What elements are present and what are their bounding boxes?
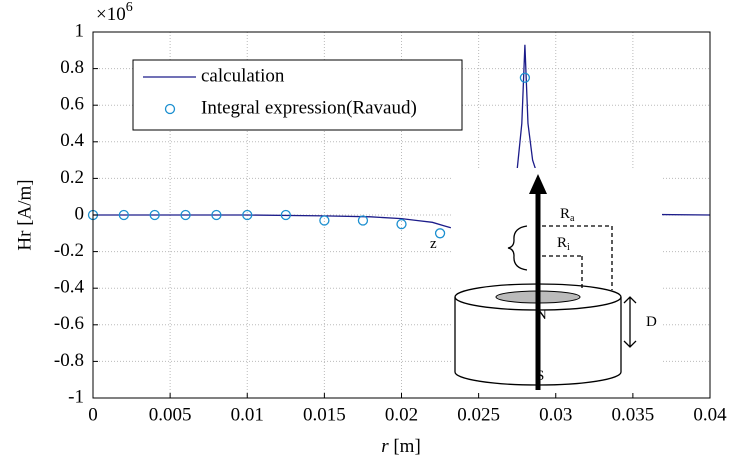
annotation: N <box>536 307 547 323</box>
y-tick-label: -0.6 <box>54 313 84 334</box>
annotation-text: z <box>430 236 437 252</box>
x-tick-label: 0.035 <box>612 404 655 425</box>
annotation-text: R <box>557 235 567 251</box>
x-tick-label: 0.01 <box>231 404 264 425</box>
scatter-point <box>434 228 446 239</box>
z-brace <box>507 225 528 271</box>
x-tick-label: 0.025 <box>457 404 500 425</box>
annotation: z <box>430 236 437 252</box>
y-tick-label: -0.8 <box>54 350 84 371</box>
annotation-text: D <box>646 314 657 330</box>
multiplier-base: ×10 <box>96 4 126 25</box>
annotation-text: N <box>536 307 547 323</box>
x-tick-label: 0 <box>88 404 98 425</box>
scatter-point <box>319 215 330 226</box>
scatter-point <box>211 209 222 221</box>
y-tick-label: 0.4 <box>60 130 84 151</box>
annotation: Ri <box>557 235 570 253</box>
scatter-point <box>180 209 191 221</box>
d-arrow <box>623 296 637 348</box>
multiplier-exponent: 6 <box>126 0 133 15</box>
legend: calculation Integral expression(Ravaud) <box>132 59 463 131</box>
x-axis-label: r [m] <box>381 436 421 457</box>
scatter-point <box>242 209 253 221</box>
legend-label: Integral expression(Ravaud) <box>201 97 417 118</box>
y-tick-label: 0.8 <box>60 57 84 78</box>
scatter-point <box>149 209 160 221</box>
y-tick-label: 0 <box>75 203 85 224</box>
y-multiplier: ×106 <box>96 0 133 25</box>
scatter-point <box>396 218 407 230</box>
y-axis-label: Hr [A/m] <box>14 179 35 250</box>
y-tick-label: -1 <box>68 386 84 407</box>
annotation-sub: i <box>567 242 570 253</box>
x-label-unit: [m] <box>393 436 420 457</box>
x-label-symbol: r <box>381 436 389 457</box>
x-tick-label: 0.005 <box>149 404 192 425</box>
legend-label: calculation <box>201 65 285 86</box>
x-tick-label: 0.04 <box>693 404 727 425</box>
x-tick-label: 0.03 <box>539 404 572 425</box>
y-tick-label: 1 <box>75 20 85 41</box>
scatter-point <box>280 209 291 221</box>
inset-background <box>452 168 662 393</box>
legend-marker <box>164 103 176 115</box>
annotation: Ra <box>560 206 575 224</box>
arrow-head <box>529 174 547 194</box>
annotation: D <box>646 314 657 330</box>
x-tick-label: 0.02 <box>385 404 418 425</box>
legend-box <box>132 59 463 131</box>
y-tick-label: -0.4 <box>54 277 85 298</box>
scatter-point <box>357 215 369 226</box>
radius-guides <box>542 225 613 290</box>
scatter-point <box>118 209 129 221</box>
annotation-text: S <box>536 368 544 384</box>
scatter-point <box>519 72 531 83</box>
y-tick-label: 0.6 <box>60 94 84 115</box>
annotation-sub: a <box>570 213 575 224</box>
y-tick-label: -0.2 <box>54 240 84 261</box>
y-tick-label: 0.2 <box>60 167 84 188</box>
annotation: S <box>536 368 544 384</box>
annotation-text: R <box>560 206 570 222</box>
x-tick-label: 0.015 <box>303 404 346 425</box>
